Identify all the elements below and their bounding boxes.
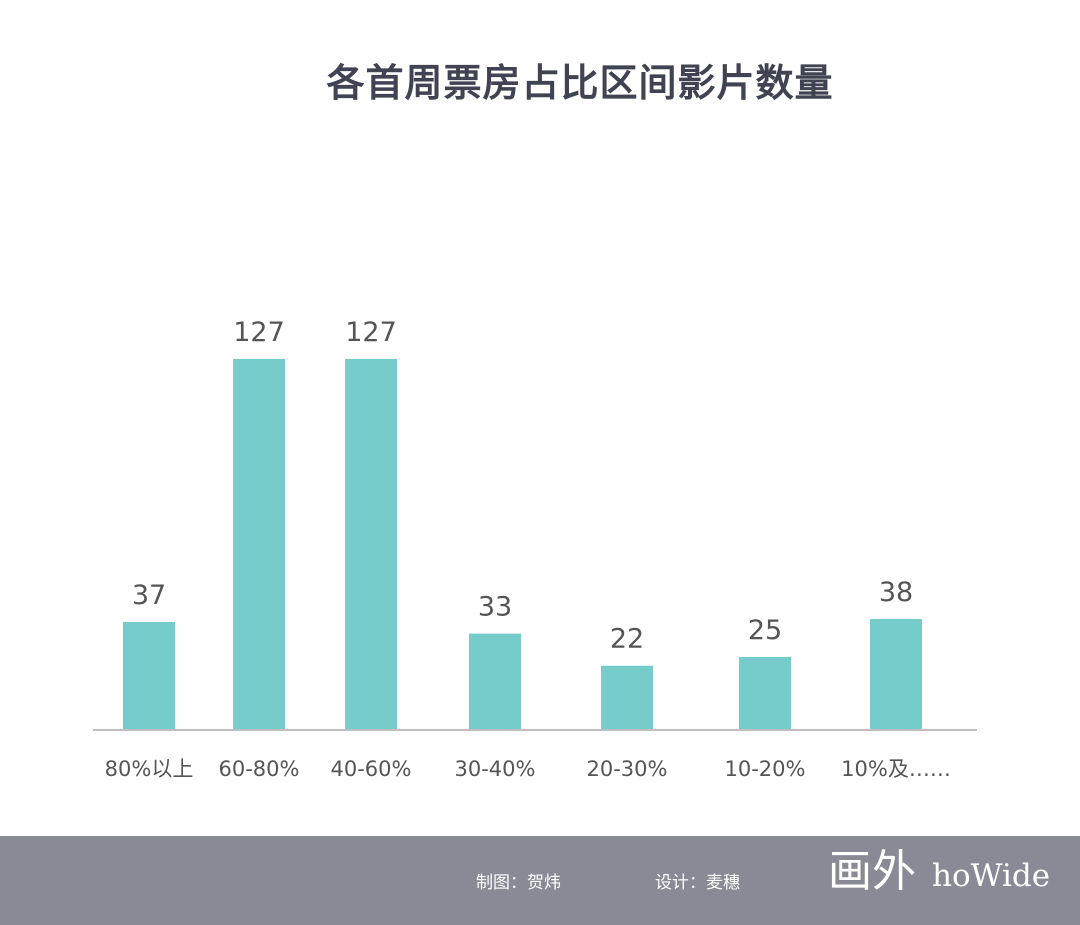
bar-2 (345, 359, 397, 730)
brand-logo-mark: 画外 (828, 846, 916, 897)
value-label-1: 127 (233, 317, 285, 348)
category-label-2: 40-60% (331, 757, 412, 781)
value-label-5: 25 (748, 615, 782, 646)
value-label-4: 22 (610, 624, 644, 655)
bar-0 (123, 621, 175, 730)
bars-layer (123, 359, 922, 730)
category-label-5: 10-20% (725, 757, 806, 781)
footer-bar (0, 836, 1080, 925)
category-label-1: 60-80% (219, 757, 300, 781)
bar-chart: 37 80%以上 127 60-80% 127 40-60% 33 30-40% 22 20-30… (93, 317, 977, 781)
bar-5 (739, 656, 791, 730)
chart-maker-credit: 制图：贺炜 (476, 873, 561, 893)
bar-3 (469, 633, 521, 730)
chart-title: 各首周票房占比区间影片数量 (326, 61, 834, 105)
value-label-3: 33 (478, 592, 512, 623)
bar-1 (233, 359, 285, 730)
labels-layer: 37 80%以上 127 60-80% 127 40-60% 33 30-40% 22 20-30… (105, 317, 951, 781)
bar-4 (601, 665, 653, 730)
category-label-3: 30-40% (455, 757, 536, 781)
brand-logo-wordmark: hoWide (932, 858, 1051, 894)
value-label-2: 127 (345, 317, 397, 348)
category-label-0: 80%以上 (105, 757, 194, 781)
value-label-0: 37 (132, 580, 166, 611)
value-label-6: 38 (879, 577, 913, 608)
category-label-6: 10%及…… (841, 757, 951, 781)
category-label-4: 20-30% (587, 757, 668, 781)
bar-6 (870, 618, 922, 730)
designer-credit: 设计：麦穗 (655, 873, 740, 893)
